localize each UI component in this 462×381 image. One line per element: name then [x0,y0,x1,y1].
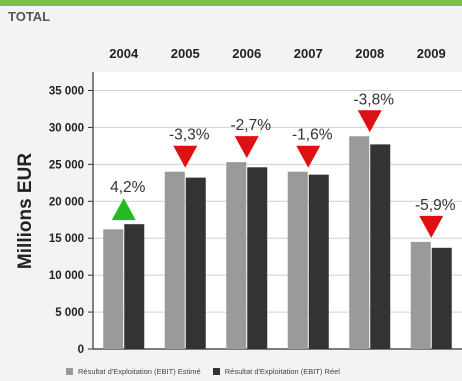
change-down-marker [419,215,444,238]
x-category-label: 2009 [417,46,446,61]
change-down-marker [234,136,259,159]
bar-estimated [164,171,185,349]
x-category-label: 2005 [171,46,200,61]
bar-actual [370,144,391,349]
bar-estimated [349,136,370,349]
bar-actual [185,177,206,349]
x-category-label: 2006 [232,46,261,61]
bar-estimated [287,171,308,349]
change-down-marker [357,110,382,133]
change-down-marker [173,145,198,168]
chart-legend: Résultat d'Exploitation (EBIT) Estimé Rés… [66,367,352,376]
change-percentage-label: -3,8% [354,91,395,108]
legend-label: Résultat d'Exploitation (EBIT) Réel [224,367,340,376]
bar-actual [308,174,329,349]
change-percentage-label: -5,9% [415,197,456,214]
y-tick-label: 25 000 [49,159,84,171]
change-down-marker [296,145,321,168]
bar-estimated [410,241,431,349]
legend-label: Résultat d'Exploitation (EBIT) Estimé [78,367,201,376]
header-bar [0,0,462,6]
bar-estimated [226,162,247,349]
y-tick-label: 5 000 [55,307,84,319]
legend-item-estimated: Résultat d'Exploitation (EBIT) Estimé [66,367,201,376]
bar-estimated [103,229,124,349]
y-tick-label: 0 [78,344,84,356]
change-up-marker [111,198,136,221]
y-tick-label: 35 000 [49,85,84,97]
change-percentage-label: -2,7% [231,117,272,134]
bar-actual [124,224,145,349]
bar-actual [431,247,452,349]
chart-subtitle: TOTAL [8,9,51,24]
legend-item-actual: Résultat d'Exploitation (EBIT) Réel [212,367,340,376]
legend-swatch [66,368,73,375]
x-category-label: 2008 [355,46,384,61]
x-category-label: 2004 [109,46,139,61]
y-tick-label: 20 000 [49,196,84,208]
y-tick-label: 30 000 [49,122,84,134]
legend-swatch [212,368,220,375]
change-percentage-label: -3,3% [169,127,210,144]
plot-area [93,72,462,349]
y-axis-label: Millions EUR [15,153,36,269]
y-tick-label: 15 000 [49,233,84,245]
bar-actual [247,167,268,349]
x-category-label: 2007 [294,46,323,61]
change-percentage-label: 4,2% [110,179,146,196]
change-percentage-label: -1,6% [292,127,333,144]
y-tick-label: 10 000 [49,270,84,282]
